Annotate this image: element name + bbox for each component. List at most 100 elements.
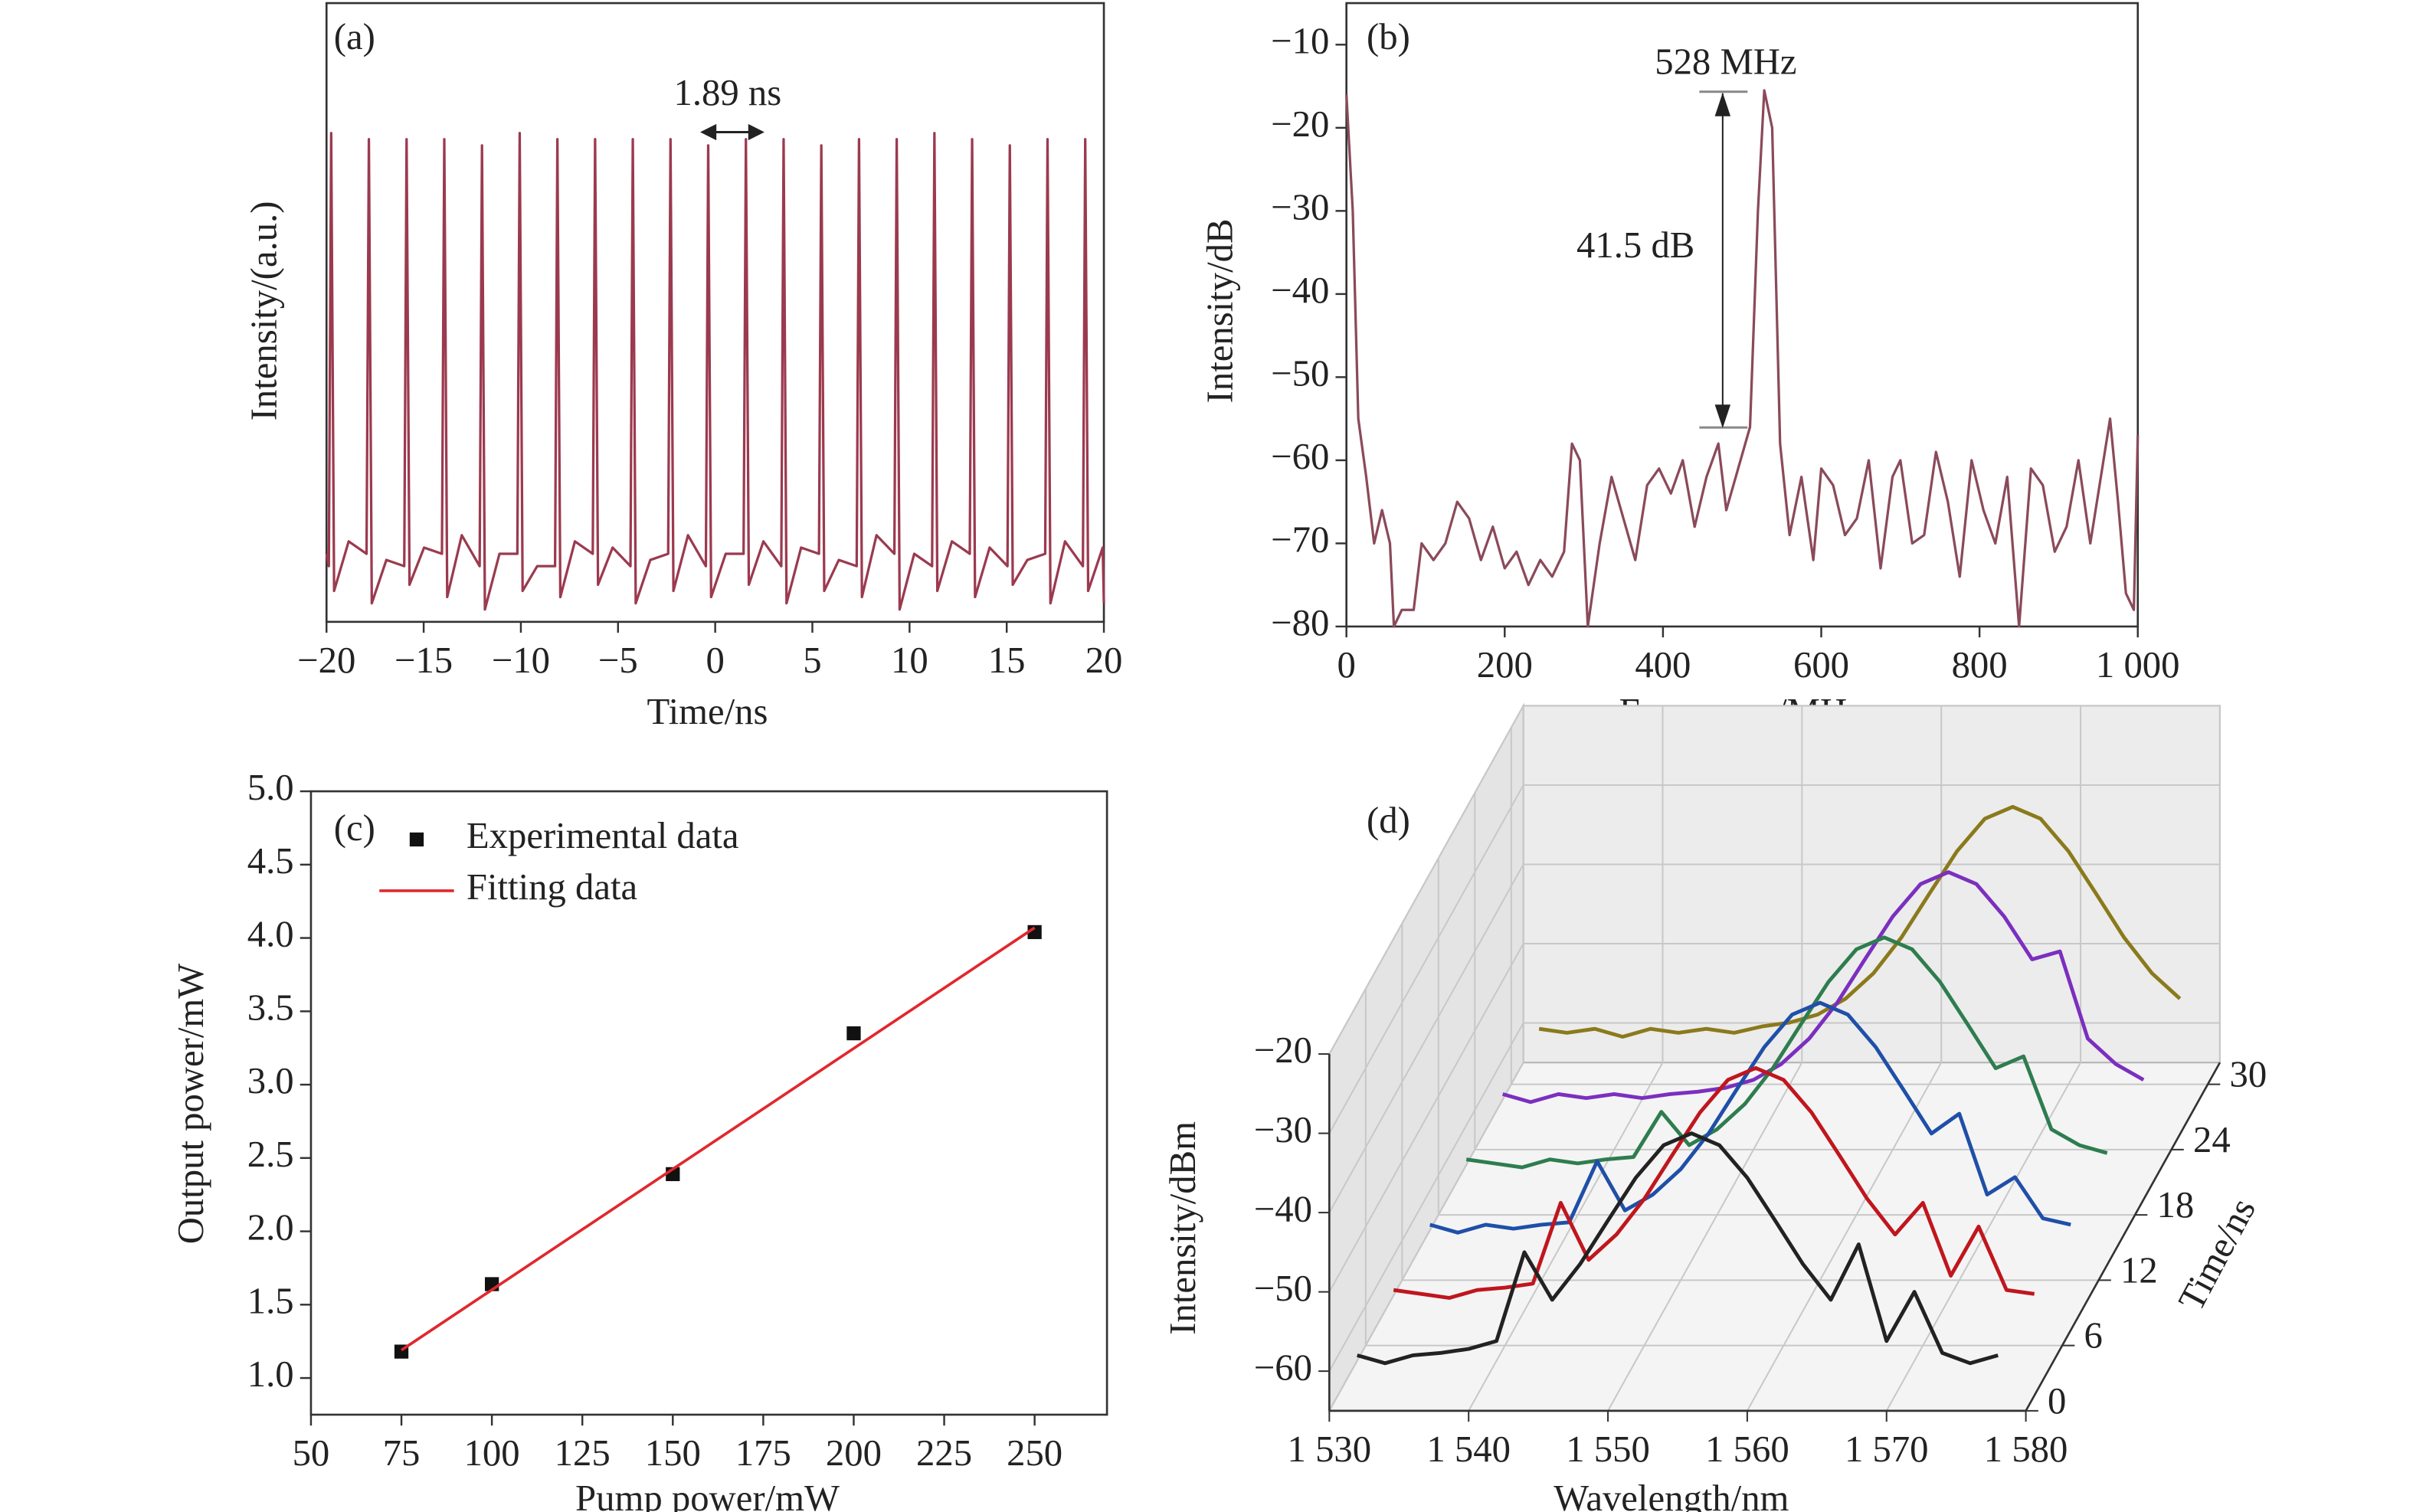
fit-line xyxy=(401,926,1036,1352)
grid-line xyxy=(1328,1022,1524,1372)
legend-marker xyxy=(409,832,424,847)
y-tick-label: −30 xyxy=(1254,1109,1312,1150)
y-tick-label: −70 xyxy=(1271,519,1329,561)
grid-line xyxy=(1328,943,1524,1293)
y-tick-label: −50 xyxy=(1271,353,1329,394)
x-tick-label: 0 xyxy=(706,640,724,681)
plot-frame xyxy=(309,790,1108,1416)
panel-label: (d) xyxy=(1367,800,1410,841)
x-tick-label: 400 xyxy=(1635,644,1691,686)
x-tick-label: −5 xyxy=(598,640,638,681)
panel-label: (a) xyxy=(334,16,375,57)
spectrum-line xyxy=(1357,1131,1999,1366)
grid-line xyxy=(1747,1062,1943,1412)
x-tick-label: 20 xyxy=(1085,640,1123,681)
y-tick-label: 3.5 xyxy=(247,987,294,1028)
plot-frame xyxy=(1345,2,2140,628)
y-axis-label: Intensity/(a.u.) xyxy=(243,201,284,421)
x-axis-label: Pump power/mW xyxy=(575,1478,840,1512)
x-tick-label: 0 xyxy=(1337,644,1355,686)
panel-label: (c) xyxy=(334,807,375,849)
y-tick-label: −40 xyxy=(1254,1188,1312,1229)
x-tick-label: 1 570 xyxy=(1845,1429,1929,1470)
y-tick-label: 4.0 xyxy=(247,914,294,955)
x-tick-label: −20 xyxy=(297,640,355,681)
y-axis-label: Output power/mW xyxy=(170,964,211,1245)
z-tick-label: 24 xyxy=(2193,1119,2231,1160)
y-tick-label: 1.0 xyxy=(247,1353,294,1395)
z-tick-label: 30 xyxy=(2229,1054,2267,1095)
x-tick-label: 50 xyxy=(293,1432,330,1474)
grid-line xyxy=(1328,1062,1524,1412)
y-tick-label: −50 xyxy=(1254,1268,1312,1309)
arrow-head xyxy=(1714,93,1731,116)
y-tick-label: 3.0 xyxy=(247,1060,294,1101)
y-tick-label: 2.5 xyxy=(247,1134,294,1175)
x-tick-label: −10 xyxy=(492,640,550,681)
data-line xyxy=(1345,89,2140,628)
y-axis-label: Intensity/dBm xyxy=(1162,1121,1203,1335)
x-axis-label: Time/ns xyxy=(647,691,768,732)
annotation-arrows xyxy=(700,90,1748,429)
arrow-head xyxy=(700,123,717,141)
y-tick-label: −40 xyxy=(1271,270,1329,311)
spectrum-line xyxy=(1393,1065,2035,1300)
x-tick-label: 600 xyxy=(1793,644,1849,686)
y-tick-label: −20 xyxy=(1271,103,1329,145)
y-tick-label: −60 xyxy=(1271,436,1329,477)
grid-line xyxy=(1328,863,1524,1213)
x-tick-label: 1 550 xyxy=(1566,1429,1650,1470)
grid-line xyxy=(1328,705,1524,1055)
annotation: 1.89 ns xyxy=(674,72,782,113)
x-tick-label: 175 xyxy=(735,1432,791,1474)
x-tick-label: 10 xyxy=(891,640,928,681)
x-tick-label: 225 xyxy=(916,1432,972,1474)
x-tick-label: 1 560 xyxy=(1705,1429,1789,1470)
y-axis-label: Intensity/dB xyxy=(1199,219,1240,404)
grid-line xyxy=(1328,784,1524,1134)
x-tick-label: 1 000 xyxy=(2096,644,2180,686)
spectrum-line xyxy=(1538,804,2182,1039)
z-tick-label: 6 xyxy=(2084,1315,2103,1357)
back-wall xyxy=(1522,705,2221,1064)
x-tick-label: 200 xyxy=(826,1432,882,1474)
x-tick-label: 250 xyxy=(1007,1432,1062,1474)
arrow-head xyxy=(1714,404,1731,428)
y-tick-label: 1.5 xyxy=(247,1280,294,1321)
y-tick-label: 2.0 xyxy=(247,1207,294,1249)
x-tick-label: 125 xyxy=(555,1432,611,1474)
data-line xyxy=(325,132,1105,611)
x-tick-label: 5 xyxy=(803,640,821,681)
x-tick-label: 150 xyxy=(645,1432,701,1474)
z-tick-label: 12 xyxy=(2120,1249,2158,1291)
x-tick-label: 1 580 xyxy=(1984,1429,2068,1470)
annotation: 41.5 dB xyxy=(1576,224,1694,266)
y-tick-label: −30 xyxy=(1271,187,1329,228)
z-tick-label: 18 xyxy=(2156,1184,2194,1226)
y-tick-label: −80 xyxy=(1271,602,1329,643)
y-tick-label: −20 xyxy=(1254,1029,1312,1071)
x-tick-label: 100 xyxy=(464,1432,520,1474)
x-tick-label: 800 xyxy=(1952,644,2008,686)
y-tick-label: −10 xyxy=(1271,20,1329,61)
grid-line xyxy=(1607,1062,1803,1412)
legend-label: Fitting data xyxy=(467,866,637,908)
y-tick-label: 5.0 xyxy=(247,767,294,808)
y-tick-label: −60 xyxy=(1254,1347,1312,1388)
spectrum-line xyxy=(1465,935,2108,1170)
x-tick-label: 1 540 xyxy=(1426,1429,1511,1470)
arrow-head xyxy=(748,123,764,141)
x-tick-label: 15 xyxy=(988,640,1026,681)
legend-label: Experimental data xyxy=(467,815,739,856)
x-tick-label: 200 xyxy=(1477,644,1533,686)
x-tick-label: 1 530 xyxy=(1288,1429,1372,1470)
axis-line xyxy=(2025,1062,2221,1412)
panel-label: (b) xyxy=(1367,16,1410,57)
x-tick-label: −15 xyxy=(395,640,453,681)
x-tick-label: 75 xyxy=(383,1432,421,1474)
spectrum-line xyxy=(1502,870,2145,1105)
y-tick-label: 4.5 xyxy=(247,840,294,882)
grid-line xyxy=(1468,1062,1664,1412)
